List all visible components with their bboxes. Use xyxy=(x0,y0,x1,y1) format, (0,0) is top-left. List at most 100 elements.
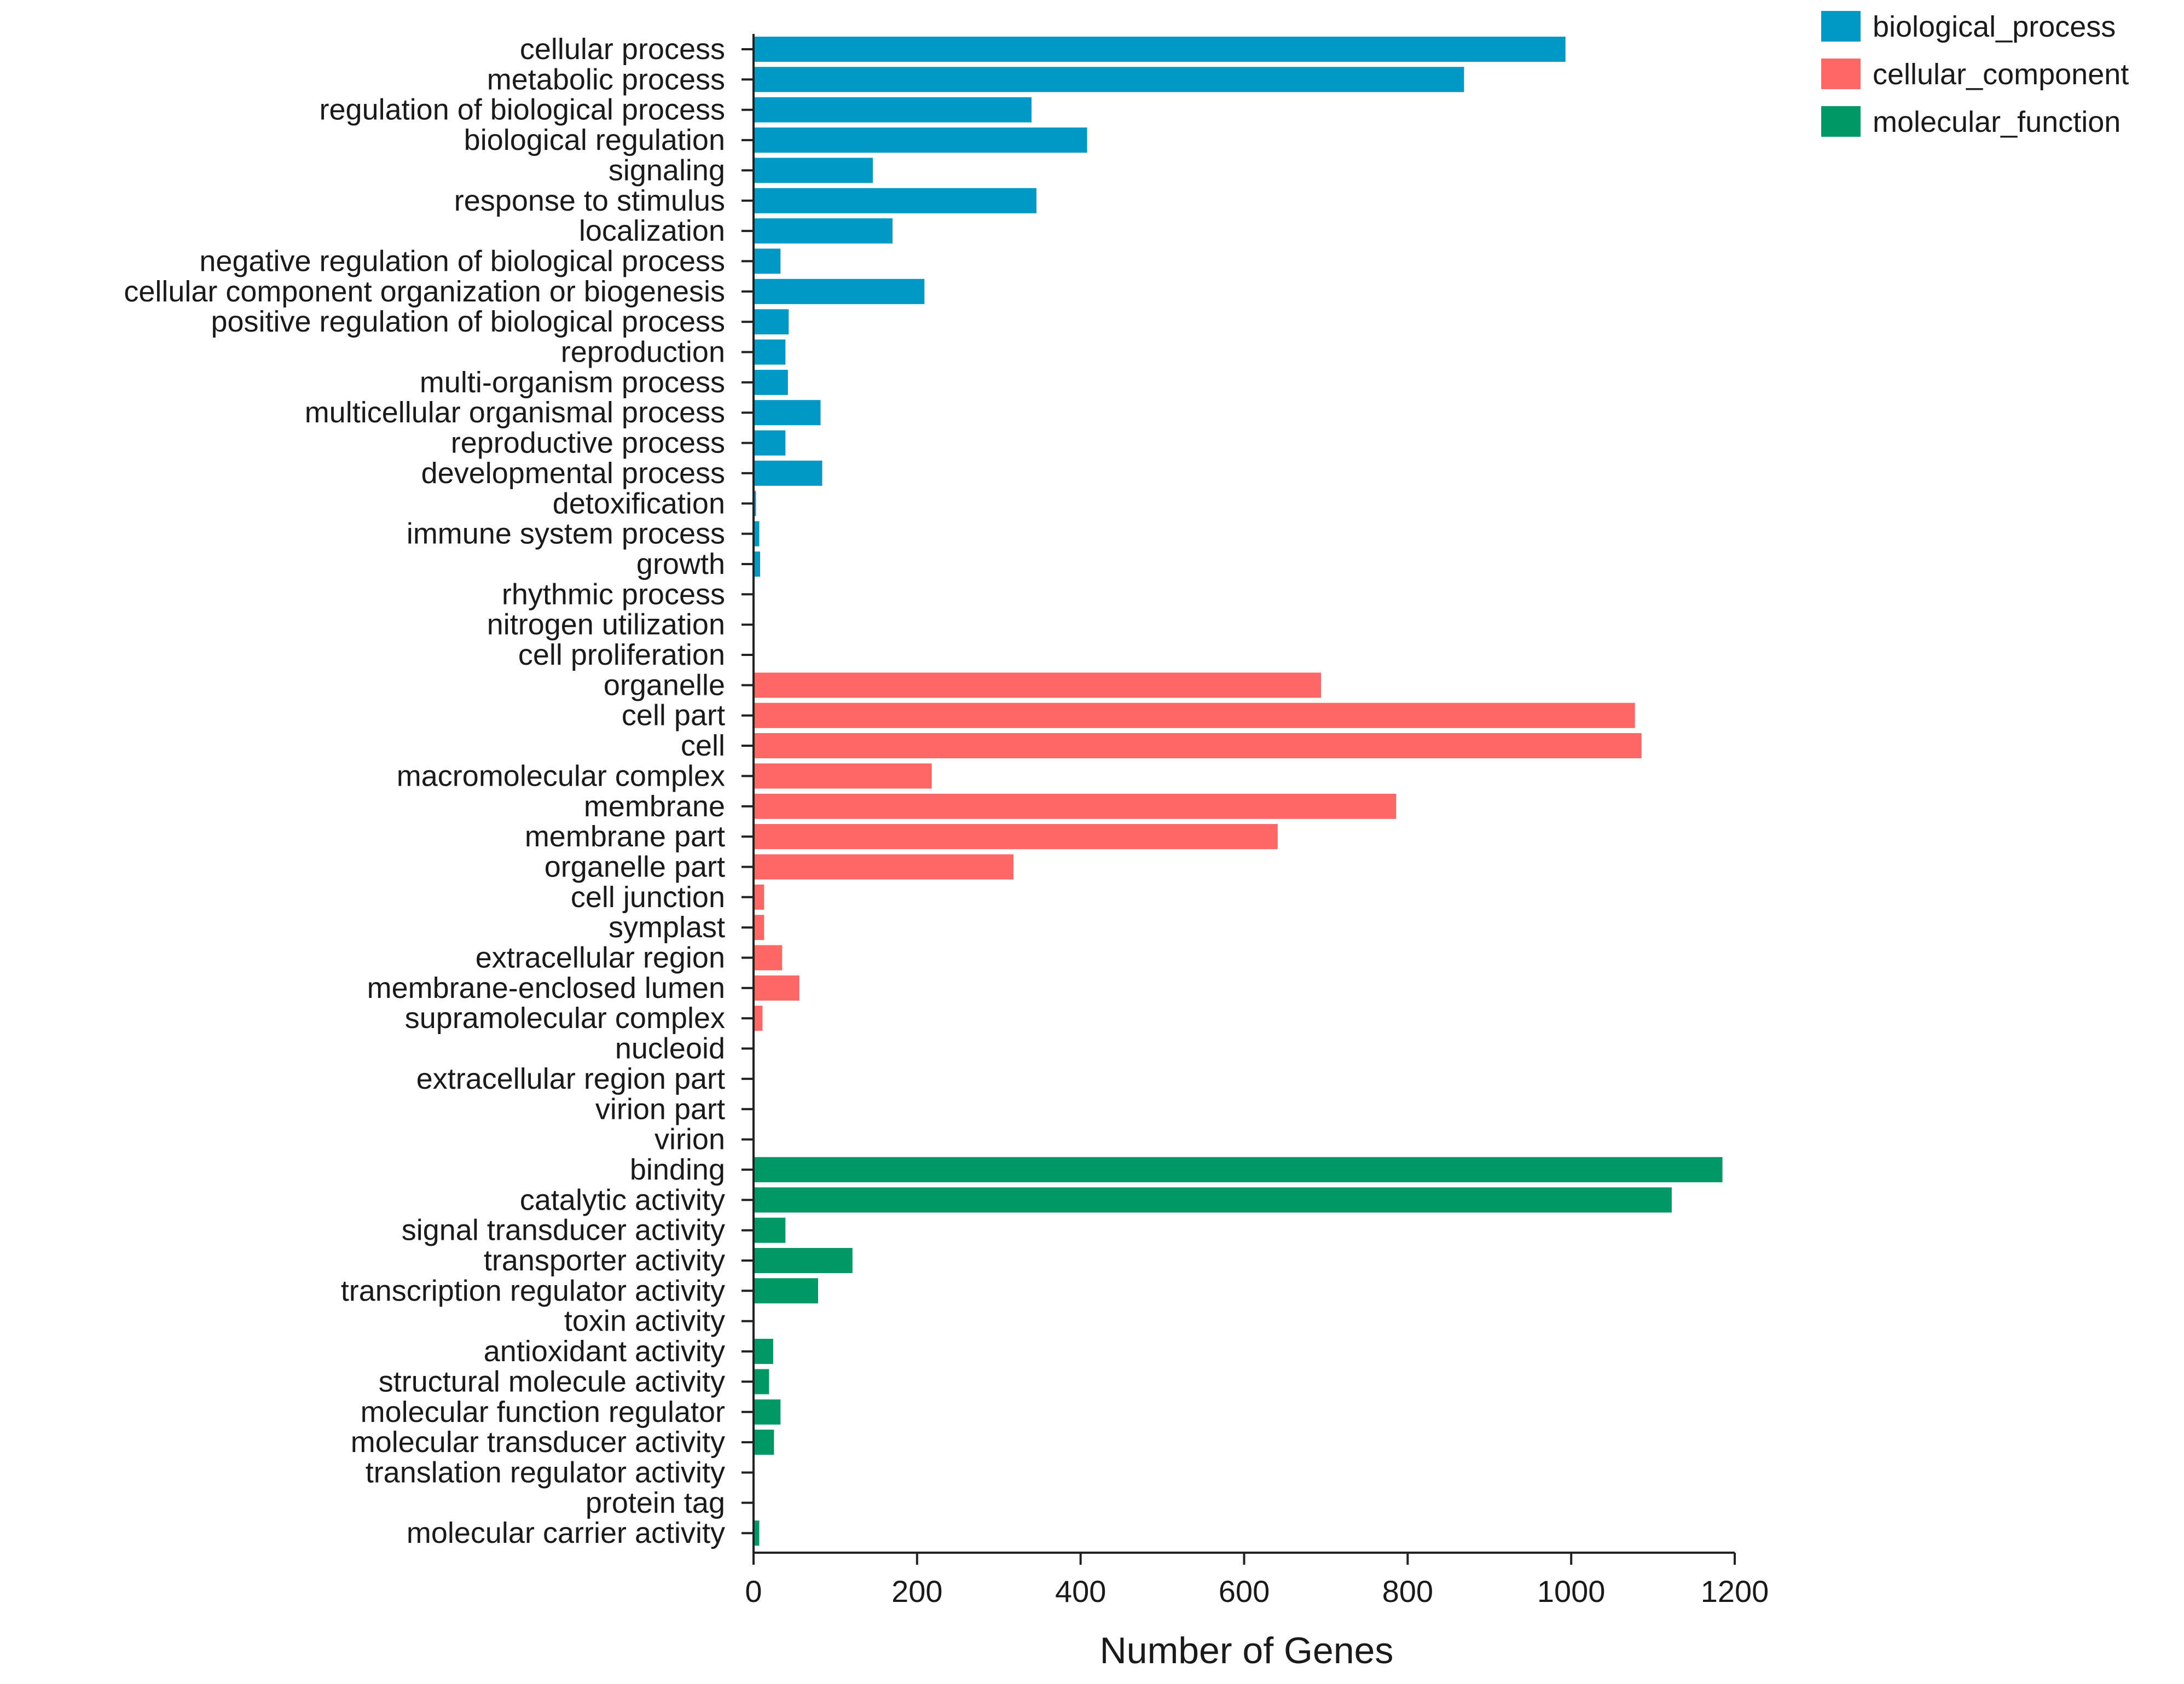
y-tick-label: immune system process xyxy=(407,518,725,550)
y-tick-label: cellular component organization or bioge… xyxy=(124,275,725,308)
y-tick-label: biological regulation xyxy=(464,124,725,156)
y-tick-label: reproductive process xyxy=(451,427,725,460)
bar-biological_process-2 xyxy=(754,97,1032,123)
bar-biological_process-14 xyxy=(754,460,822,486)
bar-cellular_component-7 xyxy=(754,884,764,910)
bar-molecular_function-7 xyxy=(754,1369,769,1395)
y-tick-label: transporter activity xyxy=(484,1244,725,1277)
y-tick-label: membrane xyxy=(584,790,725,823)
axes: 0 200 400 600 800 1000 1200 xyxy=(741,34,1769,1608)
x-tick-label: 1200 xyxy=(1701,1574,1769,1608)
bar-cellular_component-0 xyxy=(754,672,1321,698)
y-tick-label: protein tag xyxy=(586,1486,725,1519)
y-tick-label: supramolecular complex xyxy=(405,1002,725,1035)
y-tick-label: cell junction xyxy=(571,881,725,914)
bar-biological_process-9 xyxy=(754,309,789,335)
y-tick-label: regulation of biological process xyxy=(320,94,725,126)
x-axis-title: Number of Genes xyxy=(1100,1630,1394,1671)
bar-biological_process-6 xyxy=(754,218,893,244)
y-tick-label: virion part xyxy=(595,1093,725,1125)
bar-cellular_component-10 xyxy=(754,975,800,1001)
bar-molecular_function-9 xyxy=(754,1430,774,1455)
y-tick-label: structural molecule activity xyxy=(379,1365,725,1398)
bar-biological_process-13 xyxy=(754,430,786,456)
y-tick-label: toxin activity xyxy=(564,1305,725,1338)
bars-layer xyxy=(754,37,1723,1546)
bar-cellular_component-11 xyxy=(754,1006,763,1031)
x-tick-label: 600 xyxy=(1219,1574,1270,1608)
y-tick-label: extracellular region xyxy=(476,942,725,974)
bar-cellular_component-5 xyxy=(754,824,1278,850)
bar-molecular_function-3 xyxy=(754,1248,853,1273)
y-tick-label: developmental process xyxy=(421,457,725,490)
x-tick-label: 800 xyxy=(1382,1574,1433,1608)
y-tick-label: membrane part xyxy=(525,820,725,853)
bar-cellular_component-8 xyxy=(754,915,764,940)
y-tick-label: symplast xyxy=(609,911,725,944)
y-tick-label: multicellular organismal process xyxy=(305,396,725,429)
y-tick-label: cell part xyxy=(622,699,725,732)
legend-swatch-molecular_function xyxy=(1821,106,1861,137)
y-tick-label: signaling xyxy=(609,154,725,187)
y-tick-label: catalytic activity xyxy=(520,1183,725,1216)
bar-biological_process-1 xyxy=(754,67,1464,92)
y-tick-label: molecular function regulator xyxy=(361,1396,725,1429)
bar-molecular_function-1 xyxy=(754,1187,1672,1213)
y-tick-label: virion xyxy=(654,1123,725,1156)
bar-biological_process-11 xyxy=(754,369,788,395)
legend-label-biological_process: biological_process xyxy=(1873,10,2116,43)
legend-swatch-cellular_component xyxy=(1821,59,1861,89)
bar-molecular_function-8 xyxy=(754,1399,781,1425)
legend: biological_process cellular_componentmole… xyxy=(1821,10,2129,138)
y-tick-label: rhythmic process xyxy=(502,578,725,611)
y-tick-label: metabolic process xyxy=(487,63,725,96)
y-tick-label: antioxidant activity xyxy=(484,1335,725,1368)
x-tick-label: 1000 xyxy=(1537,1574,1606,1608)
y-tick-label: organelle xyxy=(604,669,725,701)
bar-biological_process-7 xyxy=(754,248,781,274)
bar-molecular_function-4 xyxy=(754,1278,818,1304)
bar-biological_process-5 xyxy=(754,188,1036,213)
bar-molecular_function-2 xyxy=(754,1217,786,1243)
y-tick-label: translation regulator activity xyxy=(366,1456,725,1489)
y-tick-label: organelle part xyxy=(544,851,725,884)
bar-cellular_component-4 xyxy=(754,793,1397,819)
y-tick-label: molecular transducer activity xyxy=(351,1426,725,1459)
y-tick-label: cell xyxy=(681,729,725,762)
y-tick-label: response to stimulus xyxy=(454,184,725,217)
bar-molecular_function-6 xyxy=(754,1339,773,1364)
bar-cellular_component-1 xyxy=(754,702,1635,728)
y-tick-label: macromolecular complex xyxy=(397,759,725,792)
x-tick-label: 200 xyxy=(891,1574,942,1608)
y-tick-label: cellular process xyxy=(520,33,725,66)
y-tick-label: positive regulation of biological proces… xyxy=(211,305,725,338)
bar-cellular_component-6 xyxy=(754,854,1014,880)
y-tick-label: detoxification xyxy=(553,487,725,520)
y-tick-label: negative regulation of biological proces… xyxy=(199,245,725,277)
y-tick-label: extracellular region part xyxy=(416,1062,725,1095)
legend-label-molecular_function: molecular_function xyxy=(1873,106,2121,138)
y-tick-label: growth xyxy=(636,548,725,580)
y-tick-label: binding xyxy=(630,1153,725,1186)
bar-molecular_function-0 xyxy=(754,1157,1723,1182)
bar-biological_process-10 xyxy=(754,339,786,365)
bar-biological_process-8 xyxy=(754,278,925,304)
y-tick-label: cell proliferation xyxy=(518,638,725,671)
y-tick-label: reproduction xyxy=(561,336,725,369)
y-tick-label: molecular carrier activity xyxy=(407,1517,725,1549)
bar-molecular_function-12 xyxy=(754,1520,760,1546)
bar-biological_process-15 xyxy=(754,491,756,516)
y-tick-label: nitrogen utilization xyxy=(487,608,725,641)
y-tick-label: transcription regulator activity xyxy=(341,1274,725,1307)
bar-biological_process-0 xyxy=(754,37,1566,62)
y-tick-label: signal transducer activity xyxy=(402,1214,725,1247)
bar-cellular_component-9 xyxy=(754,945,783,971)
y-tick-label: multi-organism process xyxy=(420,366,725,399)
bar-cellular_component-3 xyxy=(754,763,932,789)
bar-biological_process-3 xyxy=(754,127,1087,153)
y-tick-label: nucleoid xyxy=(615,1032,725,1065)
y-tick-label: localization xyxy=(579,214,725,247)
